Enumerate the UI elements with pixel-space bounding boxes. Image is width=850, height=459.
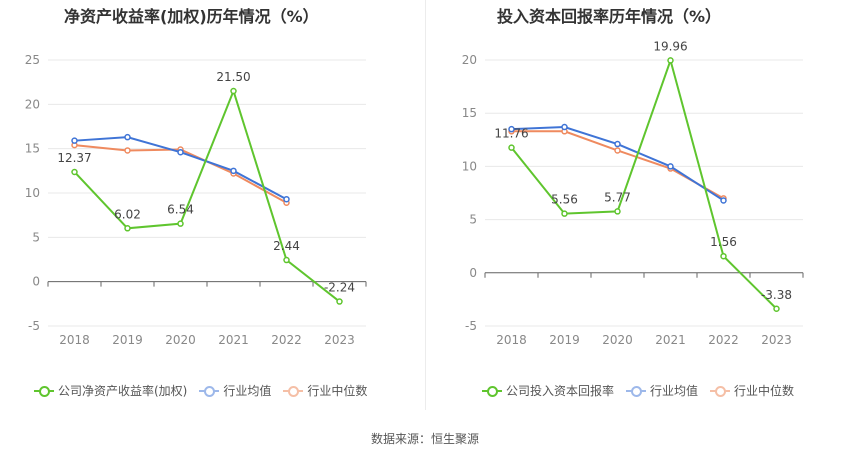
roic-point-company bbox=[773, 305, 780, 313]
legend-label-avg: 行业均值 bbox=[650, 384, 699, 398]
roe-data-label: 12.37 bbox=[57, 151, 91, 165]
legend-item-company[interactable]: 公司投入资本回报率 bbox=[482, 382, 614, 399]
legend-label-avg: 行业均值 bbox=[223, 384, 272, 398]
legend-roe: 公司净资产收益率(加权) 行业均值 行业中位数 bbox=[34, 382, 379, 399]
roe-point-company bbox=[283, 256, 290, 264]
legend-label-median: 行业中位数 bbox=[734, 384, 795, 398]
roic-y-tick-label: 20 bbox=[462, 53, 477, 67]
roic-data-label: -3.38 bbox=[761, 288, 792, 302]
roic-y-tick-label: 5 bbox=[469, 213, 477, 227]
roe-series-line-company bbox=[73, 88, 341, 303]
legend-item-avg[interactable]: 行业均值 bbox=[626, 382, 698, 399]
roic-point-company bbox=[720, 252, 727, 260]
roic-x-tick-label: 2020 bbox=[602, 333, 633, 347]
roic-data-label: 5.56 bbox=[551, 193, 578, 207]
roe-point-median bbox=[124, 147, 131, 154]
legend-swatch-company bbox=[34, 385, 54, 397]
chart-divider bbox=[425, 0, 426, 410]
roe-point-avg bbox=[124, 133, 131, 141]
roe-point-company bbox=[71, 168, 78, 176]
roe-point-company bbox=[336, 298, 343, 305]
roe-data-label: -2.24 bbox=[324, 281, 355, 295]
roic-point-avg bbox=[614, 140, 621, 148]
roic-y-tick-label: 10 bbox=[462, 159, 477, 173]
roe-point-company bbox=[230, 87, 237, 95]
roe-point-avg bbox=[230, 167, 237, 175]
roic-x-tick-label: 2018 bbox=[496, 333, 527, 347]
roic-point-median bbox=[614, 147, 621, 154]
roic-x-tick-label: 2022 bbox=[708, 333, 739, 347]
legend-item-company[interactable]: 公司净资产收益率(加权) bbox=[34, 382, 187, 399]
roic-x-tick-label: 2021 bbox=[655, 333, 686, 347]
roe-data-label: 21.50 bbox=[216, 70, 250, 84]
legend-item-median[interactable]: 行业中位数 bbox=[283, 382, 367, 399]
chart-title-roic: 投入资本回报率历年情况（%） bbox=[497, 7, 722, 26]
roic-data-label: 19.96 bbox=[653, 39, 687, 53]
roic-point-avg bbox=[720, 197, 727, 204]
roic-x-tick-label: 2019 bbox=[549, 333, 580, 347]
roe-x-tick-label: 2021 bbox=[218, 333, 249, 347]
roe-y-tick-label: 25 bbox=[25, 53, 40, 67]
roic-data-label: 11.76 bbox=[494, 127, 528, 141]
roic-point-company bbox=[561, 210, 568, 217]
roic-point-avg bbox=[667, 163, 674, 170]
roe-x-tick-label: 2018 bbox=[59, 333, 90, 347]
legend-swatch-median bbox=[710, 385, 731, 397]
roe-y-tick-label: 5 bbox=[32, 230, 40, 244]
roic-x-tick-label: 2023 bbox=[761, 333, 792, 347]
roe-x-tick-label: 2019 bbox=[112, 333, 143, 347]
roe-x-tick-label: 2022 bbox=[271, 333, 302, 347]
roic-point-company bbox=[614, 208, 621, 215]
roe-point-avg bbox=[71, 137, 78, 144]
roic-series-line-company bbox=[510, 57, 778, 310]
legend-label-median: 行业中位数 bbox=[307, 384, 368, 398]
roic-point-company bbox=[508, 144, 515, 151]
roic-data-label: 5.77 bbox=[604, 190, 631, 204]
chart-title-roe: 净资产收益率(加权)历年情况（%） bbox=[64, 7, 319, 26]
legend-item-avg[interactable]: 行业均值 bbox=[199, 382, 271, 399]
roe-y-tick-label: 10 bbox=[25, 186, 40, 200]
roe-y-tick-label: 0 bbox=[32, 275, 40, 289]
roe-point-company bbox=[177, 220, 184, 227]
roic-y-tick-label: 0 bbox=[469, 266, 477, 280]
roe-point-avg bbox=[283, 195, 290, 203]
roe-y-tick-label: 15 bbox=[25, 142, 40, 156]
roe-point-avg bbox=[177, 148, 184, 156]
roe-y-tick-label: -5 bbox=[28, 319, 40, 333]
legend-swatch-median bbox=[283, 385, 304, 397]
roic-y-tick-label: -5 bbox=[465, 319, 477, 333]
data-source-label: 数据来源：恒生聚源 bbox=[370, 432, 479, 446]
legend-label-company: 公司投入资本回报率 bbox=[506, 384, 615, 398]
legend-swatch-avg bbox=[199, 385, 220, 397]
roic-point-avg bbox=[508, 125, 515, 133]
legend-swatch-avg bbox=[626, 385, 647, 397]
legend-item-median[interactable]: 行业中位数 bbox=[710, 382, 794, 399]
roic-point-avg bbox=[561, 123, 568, 131]
legend-swatch-company bbox=[482, 385, 502, 397]
roic-data-label: 1.56 bbox=[710, 235, 737, 249]
roe-data-label: 6.54 bbox=[167, 203, 194, 217]
roe-point-company bbox=[124, 225, 131, 232]
legend-label-company: 公司净资产收益率(加权) bbox=[58, 384, 188, 398]
legend-roic: 公司投入资本回报率 行业均值 行业中位数 bbox=[482, 382, 806, 399]
roic-point-company bbox=[667, 57, 674, 64]
roe-data-label: 6.02 bbox=[114, 207, 141, 221]
roic-y-tick-label: 15 bbox=[462, 106, 477, 120]
roe-x-tick-label: 2023 bbox=[324, 333, 355, 347]
roe-data-label: 2.44 bbox=[273, 239, 300, 253]
roe-x-tick-label: 2020 bbox=[165, 333, 196, 347]
roe-y-tick-label: 20 bbox=[25, 97, 40, 111]
